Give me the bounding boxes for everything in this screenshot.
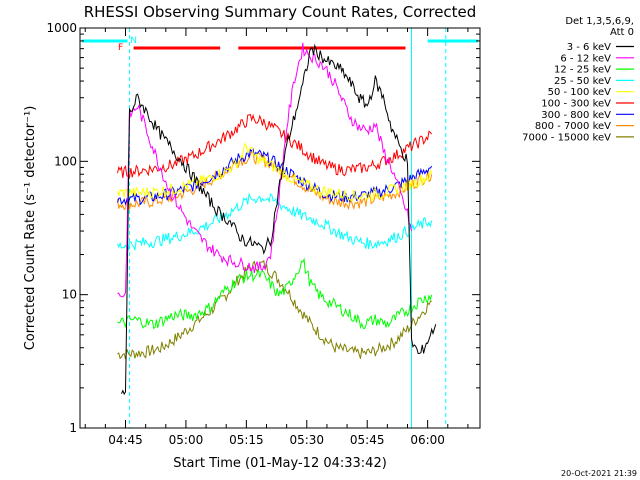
x-tick-label: 06:00 bbox=[410, 433, 445, 447]
series-line-6 bbox=[117, 148, 433, 206]
legend-header: Det 1,3,5,6,9, bbox=[565, 16, 634, 27]
y-axis-label: Corrected Count Rate (s⁻¹ detector⁻¹) bbox=[23, 106, 38, 351]
x-axis-ticks: 04:45 05:00 05:15 05:30 05:45 06:00 bbox=[84, 28, 469, 447]
x-tick-label: 05:00 bbox=[169, 433, 204, 447]
series-line-7 bbox=[117, 150, 433, 211]
legend-label: 800 - 7000 keV bbox=[535, 121, 611, 132]
legend-label: 100 - 300 keV bbox=[541, 99, 611, 110]
x-tick-label: 04:45 bbox=[108, 433, 143, 447]
x-tick-label: 05:45 bbox=[350, 433, 385, 447]
annotation-f: F bbox=[118, 43, 123, 53]
y-tick-label: 10 bbox=[62, 288, 77, 302]
annotation-n: N bbox=[130, 36, 137, 46]
chart-title: RHESSI Observing Summary Count Rates, Co… bbox=[84, 3, 477, 21]
y-tick-label: 1000 bbox=[46, 21, 77, 35]
plot-area: FN bbox=[82, 28, 478, 428]
legend-label: 50 - 100 keV bbox=[548, 87, 612, 98]
x-tick-label: 05:30 bbox=[289, 433, 324, 447]
series-line-2 bbox=[117, 257, 433, 330]
series-line-3 bbox=[117, 192, 433, 252]
legend-label: 12 - 25 keV bbox=[554, 65, 611, 76]
y-tick-label: 1 bbox=[69, 421, 77, 435]
series-line-1 bbox=[117, 42, 412, 298]
y-axis-ticks: 1 10 100 1000 bbox=[46, 21, 480, 435]
y-tick-label: 100 bbox=[54, 154, 77, 168]
series-line-8 bbox=[117, 259, 432, 360]
footer-timestamp: 20-Oct-2021 21:39 bbox=[561, 469, 637, 478]
series-line-0 bbox=[121, 43, 437, 396]
legend-header: Att 0 bbox=[610, 27, 634, 38]
x-axis-label: Start Time (01-May-12 04:33:42) bbox=[173, 456, 387, 471]
legend-label: 3 - 6 keV bbox=[567, 42, 611, 53]
legend-label: 6 - 12 keV bbox=[560, 53, 611, 64]
plot-frame bbox=[79, 27, 481, 429]
x-tick-label: 05:15 bbox=[229, 433, 264, 447]
legend-label: 7000 - 15000 keV bbox=[522, 132, 611, 143]
legend-label: 300 - 800 keV bbox=[541, 110, 611, 121]
series-line-5 bbox=[117, 113, 433, 179]
legend-label: 25 - 50 keV bbox=[554, 76, 611, 87]
